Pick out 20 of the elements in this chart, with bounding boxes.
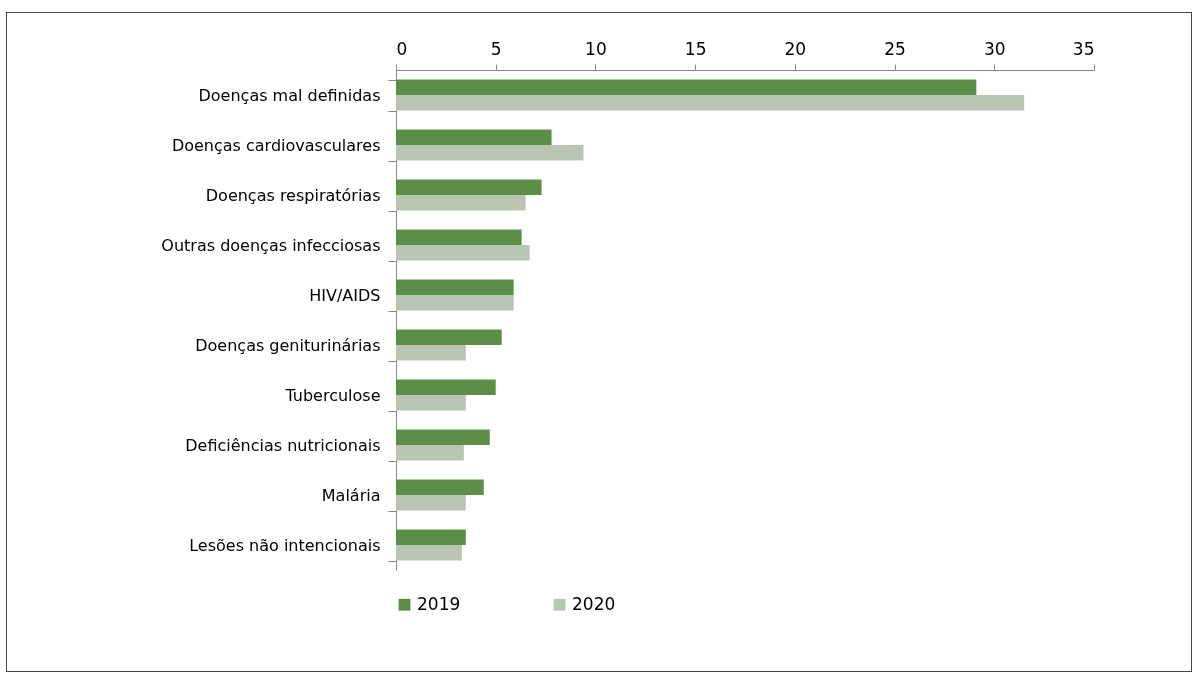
y-tick-label: Deficiências nutricionais: [185, 435, 381, 455]
x-tick-label: 30: [983, 38, 1006, 59]
x-tick-label: 15: [684, 38, 707, 59]
x-tick-label: 35: [1072, 38, 1095, 59]
x-tick-label: 0: [396, 38, 408, 59]
x-tick-label: 25: [884, 38, 906, 59]
y-tick-label: Doenças mal definidas: [198, 85, 381, 105]
y-tick-label: HIV/AIDS: [309, 285, 381, 305]
y-tick-label: Doenças geniturinárias: [195, 335, 381, 355]
x-tick-label: 10: [585, 38, 607, 59]
legend-label: 2019: [417, 593, 461, 614]
y-tick-label: Malária: [321, 485, 381, 505]
y-tick-label: Tuberculose: [284, 385, 381, 405]
y-tick-label: Doenças respiratórias: [205, 185, 381, 205]
y-tick-label: Doenças cardiovasculares: [171, 135, 381, 155]
legend-label: 2020: [572, 593, 616, 614]
y-tick-label: Outras doenças infecciosas: [161, 235, 381, 255]
x-tick-label: 20: [784, 38, 807, 59]
y-tick-label: Lesões não intencionais: [189, 535, 381, 555]
x-tick-label: 5: [490, 38, 502, 59]
